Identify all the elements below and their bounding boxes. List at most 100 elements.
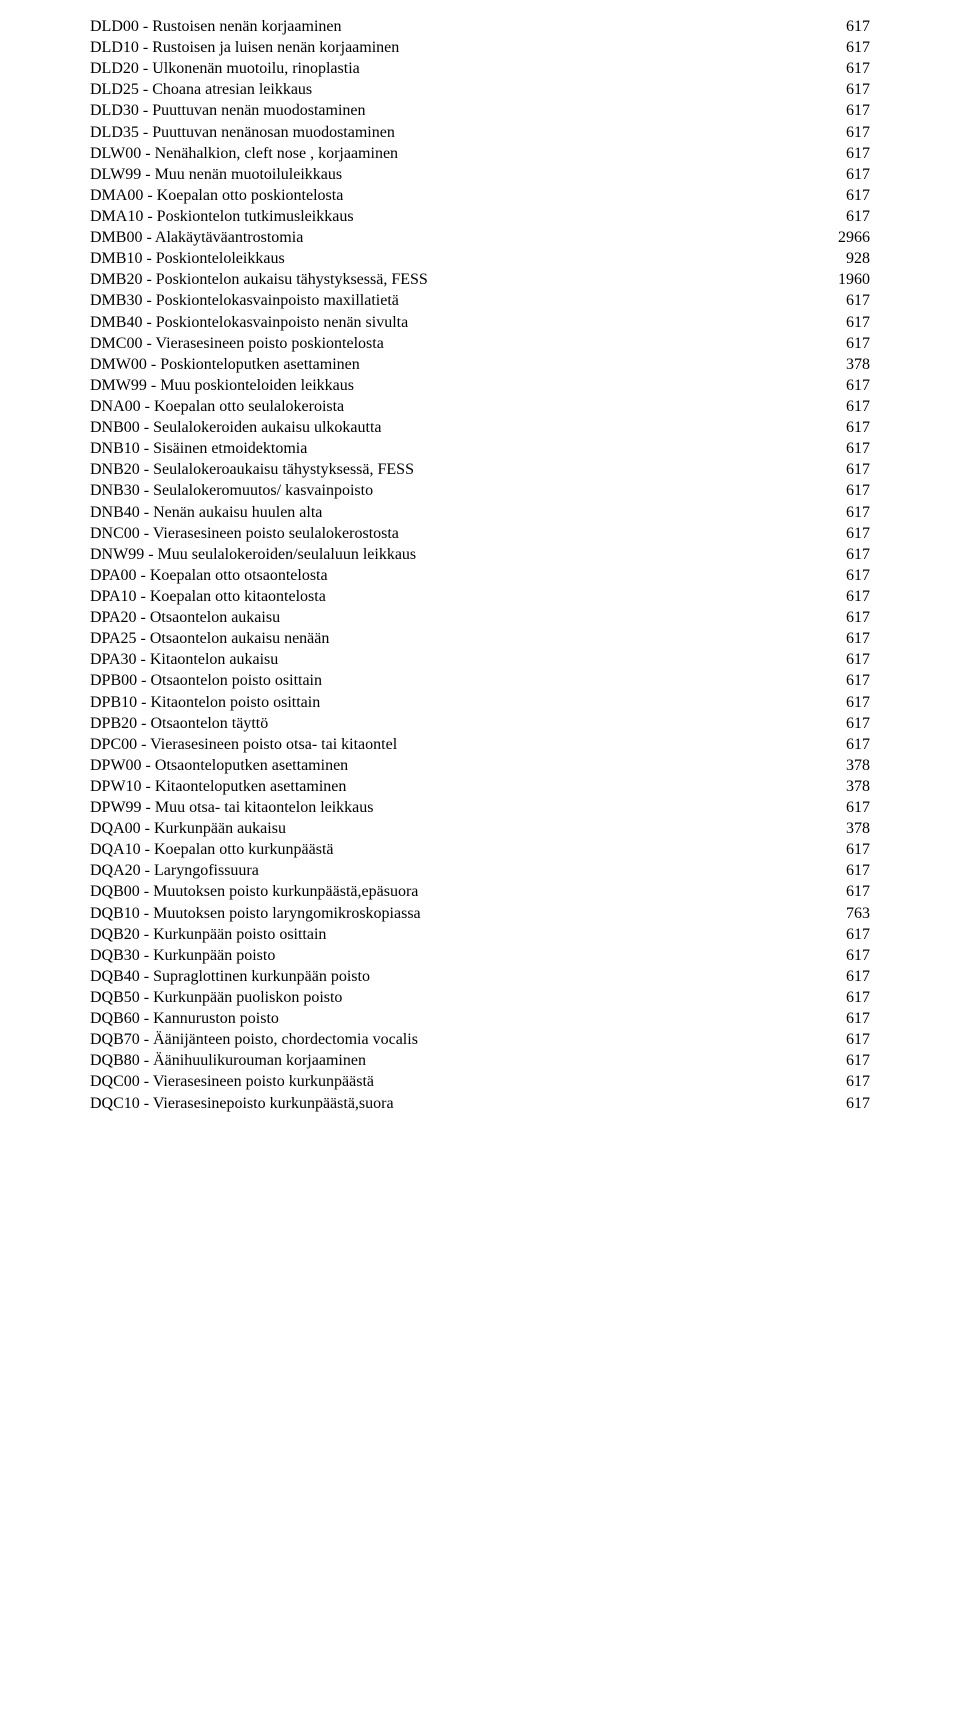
table-row: DQB50 - Kurkunpään puoliskon poisto617 bbox=[90, 987, 870, 1008]
row-value: 617 bbox=[822, 480, 870, 501]
table-row: DNB40 - Nenän aukaisu huulen alta617 bbox=[90, 502, 870, 523]
row-label: DLD30 - Puuttuvan nenän muodostaminen bbox=[90, 100, 822, 121]
table-row: DQB10 - Muutoksen poisto laryngomikrosko… bbox=[90, 903, 870, 924]
row-label: DNB20 - Seulalokeroaukaisu tähystyksessä… bbox=[90, 459, 822, 480]
row-label: DLD10 - Rustoisen ja luisen nenän korjaa… bbox=[90, 37, 822, 58]
row-value: 617 bbox=[822, 860, 870, 881]
table-row: DQB70 - Äänijänteen poisto, chordectomia… bbox=[90, 1029, 870, 1050]
row-value: 617 bbox=[822, 945, 870, 966]
table-row: DQC00 - Vierasesineen poisto kurkunpääst… bbox=[90, 1071, 870, 1092]
row-label: DPA25 - Otsaontelon aukaisu nenään bbox=[90, 628, 822, 649]
table-row: DNB00 - Seulalokeroiden aukaisu ulkokaut… bbox=[90, 417, 870, 438]
table-row: DPA20 - Otsaontelon aukaisu617 bbox=[90, 607, 870, 628]
row-value: 617 bbox=[822, 881, 870, 902]
table-row: DPW00 - Otsaonteloputken asettaminen378 bbox=[90, 755, 870, 776]
row-value: 617 bbox=[822, 206, 870, 227]
table-row: DLD00 - Rustoisen nenän korjaaminen617 bbox=[90, 16, 870, 37]
row-label: DNC00 - Vierasesineen poisto seulalokero… bbox=[90, 523, 822, 544]
row-value: 378 bbox=[822, 755, 870, 776]
row-label: DLW99 - Muu nenän muotoiluleikkaus bbox=[90, 164, 822, 185]
table-row: DQA10 - Koepalan otto kurkunpäästä617 bbox=[90, 839, 870, 860]
row-value: 617 bbox=[822, 459, 870, 480]
table-row: DMA00 - Koepalan otto poskiontelosta617 bbox=[90, 185, 870, 206]
row-label: DQA00 - Kurkunpään aukaisu bbox=[90, 818, 822, 839]
table-row: DMW00 - Poskionteloputken asettaminen378 bbox=[90, 354, 870, 375]
row-value: 617 bbox=[822, 164, 870, 185]
table-row: DQB40 - Supraglottinen kurkunpään poisto… bbox=[90, 966, 870, 987]
row-label: DPA30 - Kitaontelon aukaisu bbox=[90, 649, 822, 670]
table-row: DQA00 - Kurkunpään aukaisu378 bbox=[90, 818, 870, 839]
table-row: DQA20 - Laryngofissuura617 bbox=[90, 860, 870, 881]
row-label: DMA10 - Poskiontelon tutkimusleikkaus bbox=[90, 206, 822, 227]
row-label: DPW00 - Otsaonteloputken asettaminen bbox=[90, 755, 822, 776]
row-value: 617 bbox=[822, 713, 870, 734]
row-value: 617 bbox=[822, 375, 870, 396]
table-row: DLW00 - Nenähalkion, cleft nose , korjaa… bbox=[90, 143, 870, 164]
row-value: 378 bbox=[822, 776, 870, 797]
row-value: 617 bbox=[822, 523, 870, 544]
row-label: DLD20 - Ulkonenän muotoilu, rinoplastia bbox=[90, 58, 822, 79]
table-row: DMB10 - Poskionteloleikkaus928 bbox=[90, 248, 870, 269]
row-value: 617 bbox=[822, 1050, 870, 1071]
table-row: DPA10 - Koepalan otto kitaontelosta617 bbox=[90, 586, 870, 607]
row-value: 617 bbox=[822, 58, 870, 79]
row-value: 617 bbox=[822, 79, 870, 100]
table-row: DPB20 - Otsaontelon täyttö617 bbox=[90, 713, 870, 734]
row-label: DNB30 - Seulalokeromuutos/ kasvainpoisto bbox=[90, 480, 822, 501]
procedure-list: DLD00 - Rustoisen nenän korjaaminen617DL… bbox=[90, 16, 870, 1114]
row-label: DPA00 - Koepalan otto otsaontelosta bbox=[90, 565, 822, 586]
row-value: 617 bbox=[822, 797, 870, 818]
row-label: DQB70 - Äänijänteen poisto, chordectomia… bbox=[90, 1029, 822, 1050]
table-row: DMB40 - Poskiontelokasvainpoisto nenän s… bbox=[90, 312, 870, 333]
row-label: DMW00 - Poskionteloputken asettaminen bbox=[90, 354, 822, 375]
row-label: DMW99 - Muu poskionteloiden leikkaus bbox=[90, 375, 822, 396]
row-value: 617 bbox=[822, 1093, 870, 1114]
row-value: 617 bbox=[822, 417, 870, 438]
row-value: 617 bbox=[822, 37, 870, 58]
row-value: 617 bbox=[822, 122, 870, 143]
row-label: DMB10 - Poskionteloleikkaus bbox=[90, 248, 822, 269]
row-label: DLD35 - Puuttuvan nenänosan muodostamine… bbox=[90, 122, 822, 143]
row-label: DNB40 - Nenän aukaisu huulen alta bbox=[90, 502, 822, 523]
table-row: DQB00 - Muutoksen poisto kurkunpäästä,ep… bbox=[90, 881, 870, 902]
row-value: 617 bbox=[822, 734, 870, 755]
row-value: 1960 bbox=[814, 269, 870, 290]
table-row: DMB20 - Poskiontelon aukaisu tähystykses… bbox=[90, 269, 870, 290]
row-label: DPA10 - Koepalan otto kitaontelosta bbox=[90, 586, 822, 607]
row-label: DQB80 - Äänihuulikurouman korjaaminen bbox=[90, 1050, 822, 1071]
table-row: DLD30 - Puuttuvan nenän muodostaminen617 bbox=[90, 100, 870, 121]
table-row: DLW99 - Muu nenän muotoiluleikkaus617 bbox=[90, 164, 870, 185]
row-value: 617 bbox=[822, 396, 870, 417]
row-value: 617 bbox=[822, 312, 870, 333]
row-label: DPB20 - Otsaontelon täyttö bbox=[90, 713, 822, 734]
table-row: DNB20 - Seulalokeroaukaisu tähystyksessä… bbox=[90, 459, 870, 480]
row-label: DNW99 - Muu seulalokeroiden/seulaluun le… bbox=[90, 544, 822, 565]
row-value: 378 bbox=[822, 354, 870, 375]
row-label: DMB40 - Poskiontelokasvainpoisto nenän s… bbox=[90, 312, 822, 333]
row-label: DQA10 - Koepalan otto kurkunpäästä bbox=[90, 839, 822, 860]
table-row: DLD25 - Choana atresian leikkaus617 bbox=[90, 79, 870, 100]
row-value: 617 bbox=[822, 607, 870, 628]
table-row: DNC00 - Vierasesineen poisto seulalokero… bbox=[90, 523, 870, 544]
table-row: DNA00 - Koepalan otto seulalokeroista617 bbox=[90, 396, 870, 417]
row-label: DMB00 - Alakäytäväantrostomia bbox=[90, 227, 814, 248]
table-row: DMW99 - Muu poskionteloiden leikkaus617 bbox=[90, 375, 870, 396]
table-row: DQB20 - Kurkunpään poisto osittain617 bbox=[90, 924, 870, 945]
table-row: DQC10 - Vierasesinepoisto kurkunpäästä,s… bbox=[90, 1093, 870, 1114]
row-value: 617 bbox=[822, 670, 870, 691]
row-label: DQB30 - Kurkunpään poisto bbox=[90, 945, 822, 966]
table-row: DPW99 - Muu otsa- tai kitaontelon leikka… bbox=[90, 797, 870, 818]
row-value: 617 bbox=[822, 1029, 870, 1050]
row-value: 2966 bbox=[814, 227, 870, 248]
row-value: 617 bbox=[822, 565, 870, 586]
row-value: 763 bbox=[822, 903, 870, 924]
table-row: DMB30 - Poskiontelokasvainpoisto maxilla… bbox=[90, 290, 870, 311]
row-label: DPA20 - Otsaontelon aukaisu bbox=[90, 607, 822, 628]
table-row: DMC00 - Vierasesineen poisto poskiontelo… bbox=[90, 333, 870, 354]
row-label: DQB10 - Muutoksen poisto laryngomikrosko… bbox=[90, 903, 822, 924]
table-row: DPA00 - Koepalan otto otsaontelosta617 bbox=[90, 565, 870, 586]
table-row: DQB80 - Äänihuulikurouman korjaaminen617 bbox=[90, 1050, 870, 1071]
row-value: 617 bbox=[822, 924, 870, 945]
row-value: 617 bbox=[822, 16, 870, 37]
table-row: DPC00 - Vierasesineen poisto otsa- tai k… bbox=[90, 734, 870, 755]
